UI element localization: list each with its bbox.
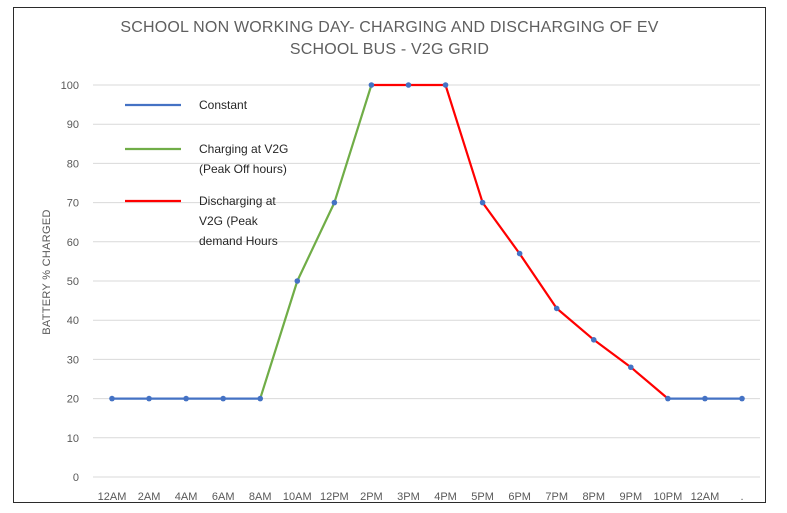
data-point [442,82,449,88]
x-tick-label: 12AM [691,491,720,503]
x-tick-labels: 12AM 2AM 4AM 6AM 8AM 10AM 12PM 2PM 3PM 4PM 5PM 6PM 7… [98,491,744,503]
y-tick-label: 50 [67,276,79,288]
x-tick-label: 4AM [175,491,198,503]
y-tick-label: 90 [67,119,79,131]
data-point [146,395,152,402]
x-tick-label: 8AM [249,491,272,503]
y-tick-label: 70 [67,198,79,210]
y-axis-label: BATTERY % CHARGED [41,209,53,335]
y-tick-label: 0 [73,472,79,484]
data-point [590,337,597,343]
data-point [183,395,189,402]
legend: Constant Charging at V2G (Peak Off hours) D… [125,98,288,248]
data-point [516,250,523,257]
x-tick-label: 9PM [620,491,643,503]
data-point [331,199,338,206]
x-tick-label: 10AM [283,491,312,503]
data-point [665,395,671,402]
legend-label: Discharging at [199,194,276,208]
y-tick-labels: 0 10 20 30 40 50 60 70 80 90 100 [61,80,79,484]
data-markers [109,82,745,402]
x-tick-label: 5PM [471,491,494,503]
chart-title-line-2: SCHOOL BUS - V2G GRID [289,41,490,58]
x-tick-label: 3PM [397,491,420,503]
x-tick-label: 8PM [582,491,605,503]
x-tick-label: 12PM [320,491,349,503]
x-tick-label: 6AM [212,491,235,503]
data-point [109,395,115,402]
y-tick-label: 20 [67,394,79,406]
data-point [257,395,264,402]
data-point [294,278,301,284]
legend-label: demand Hours [199,234,278,248]
y-tick-label: 30 [67,354,79,366]
data-point [553,305,560,312]
y-tick-label: 80 [67,158,79,170]
series-line-charging [259,83,373,400]
data-point [405,82,412,88]
x-tick-label: 10PM [654,491,683,503]
legend-label: Charging at V2G [199,142,288,156]
y-tick-label: 10 [67,433,79,445]
chart-title: SCHOOL NON WORKING DAY- CHARGING AND DIS… [13,17,766,61]
chart-title-line-1: SCHOOL NON WORKING DAY- CHARGING AND DIS… [120,19,659,36]
data-point [368,82,375,88]
legend-label: V2G (Peak [199,214,259,228]
legend-label: Constant [199,98,248,112]
data-point [479,199,486,206]
x-tick-label: 7PM [545,491,568,503]
y-tick-label: 60 [67,237,79,249]
gridlines [93,84,760,478]
x-tick-label: 2PM [360,491,383,503]
chart-frame [13,7,766,503]
data-point [739,395,745,402]
x-tick-label: . [740,491,743,503]
x-tick-label: 12AM [98,491,127,503]
data-point [220,395,226,402]
data-point [628,364,634,371]
legend-label: (Peak Off hours) [199,162,287,176]
x-tick-label: 6PM [508,491,531,503]
y-tick-label: 40 [67,315,79,327]
y-tick-label: 100 [61,80,79,92]
x-tick-label: 2AM [138,491,161,503]
x-tick-label: 4PM [434,491,457,503]
data-point [702,395,708,402]
